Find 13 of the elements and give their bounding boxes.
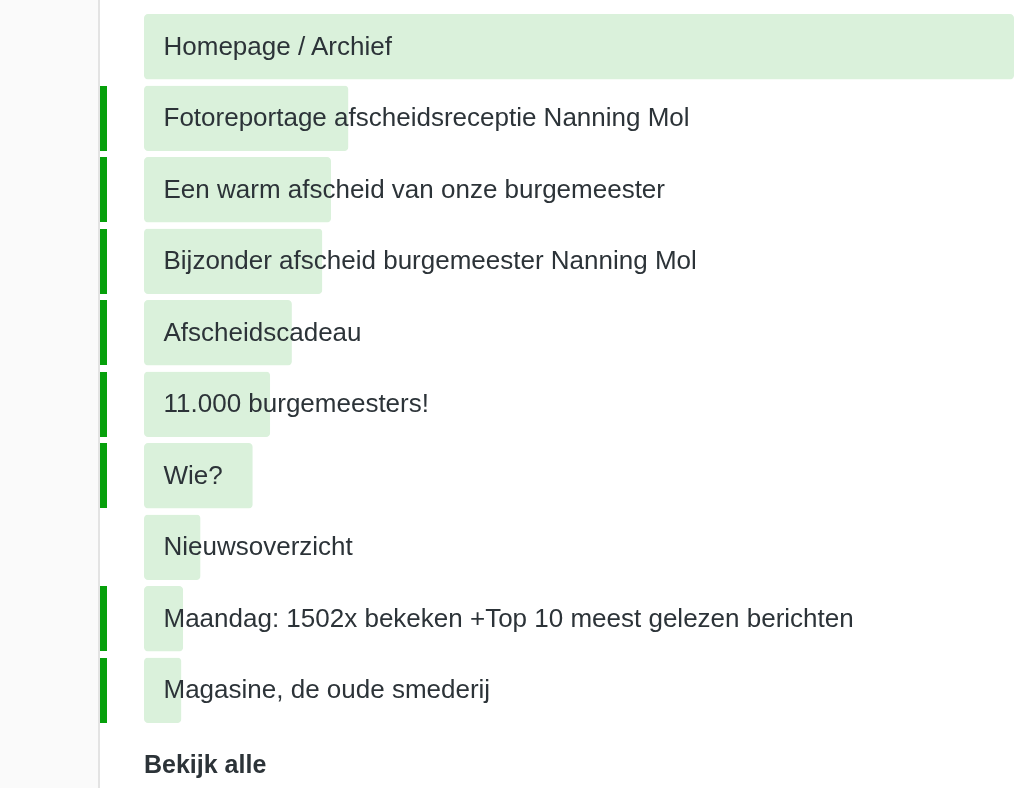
- bar: [144, 443, 253, 509]
- y-tick-label: Een warm afscheid van onze burgemeester: [163, 173, 666, 204]
- y-tick-label: Afscheidscadeau: [163, 316, 362, 347]
- y-tick-label: Nieuwsoverzicht: [163, 531, 354, 562]
- y-tick-label: Magasine, de oude smederij: [163, 674, 491, 705]
- y-tick-label: Fotoreportage afscheidsreceptie Nanning Mol: [163, 102, 690, 133]
- y-tick-label: Homepage / Archief: [163, 30, 393, 61]
- bar: [144, 14, 1014, 80]
- text: Bekijk alle: [144, 750, 267, 779]
- y-tick-label: 11.000 burgemeesters!: [163, 388, 429, 419]
- y-tick-label: Bijzonder afscheid burgemeester Nanning Mol: [163, 245, 697, 276]
- y-tick-label: Wie?: [163, 459, 223, 490]
- y-tick-label: Maandag: 1502x bekeken +Top 10 meest gelezen berichten: [163, 602, 854, 633]
